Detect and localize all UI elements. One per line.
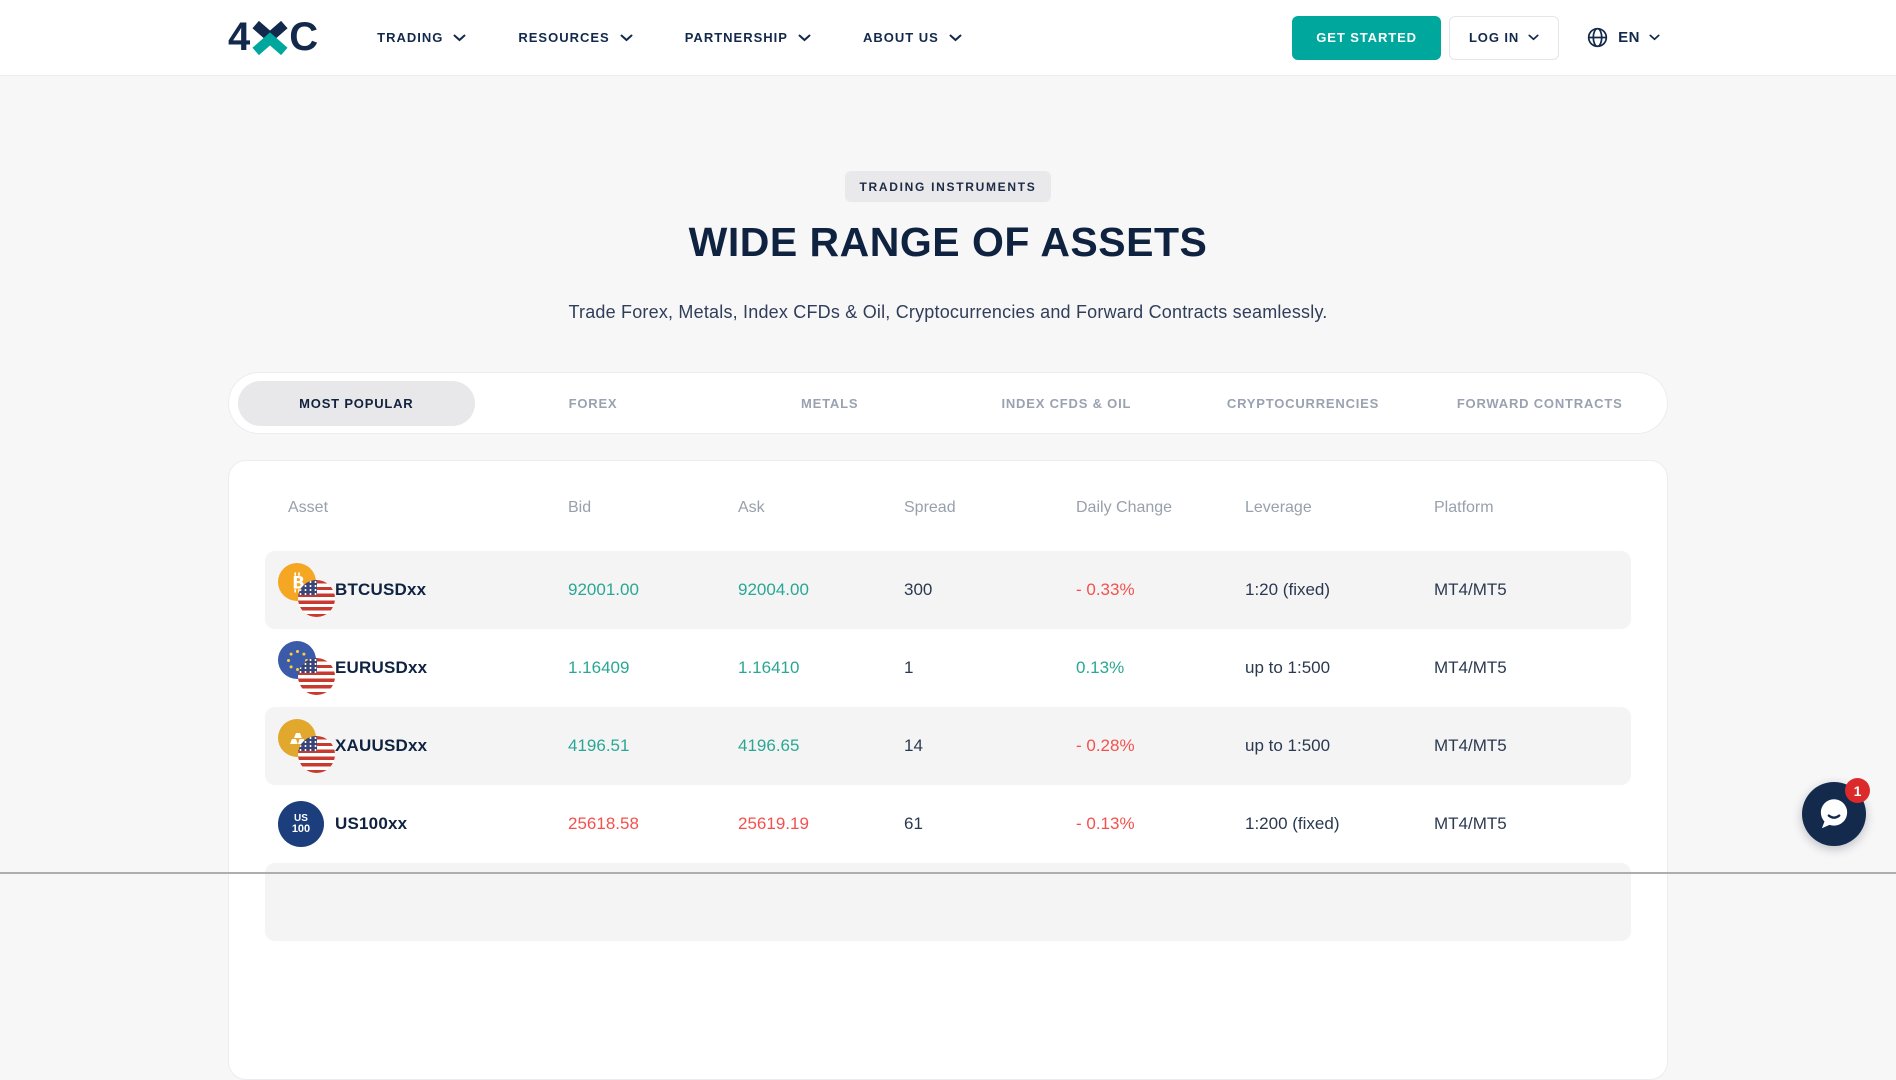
chevron-down-icon	[949, 34, 962, 42]
language-label: EN	[1618, 29, 1640, 46]
tab-index-cfds-oil[interactable]: INDEX CFDS & OIL	[1001, 395, 1132, 411]
platform-value: MT4/MT5	[1434, 814, 1507, 833]
nav-item-resources[interactable]: RESOURCES	[518, 30, 633, 45]
daily-change-value: 0.13%	[1076, 658, 1125, 677]
nav-item-trading[interactable]: TRADING	[377, 30, 466, 45]
logo-4xc[interactable]: 4 C	[228, 15, 318, 60]
tab-cryptocurrencies[interactable]: CRYPTOCURRENCIES	[1226, 395, 1380, 411]
us-flag-icon	[298, 658, 335, 695]
nav-item-about-us[interactable]: ABOUT US	[863, 30, 962, 45]
main-nav: TRADING RESOURCES PARTNERSHIP ABOUT US	[377, 30, 962, 45]
logo-x-icon	[252, 20, 288, 55]
leverage-value: 1:20 (fixed)	[1245, 580, 1331, 599]
daily-change-value: - 0.28%	[1076, 736, 1135, 755]
bottom-divider	[0, 872, 1896, 874]
asset-pair-icon: US 100	[278, 797, 335, 851]
header-actions: GET STARTED LOG IN EN	[1292, 15, 1660, 60]
asset-pair-icon	[278, 641, 335, 695]
asset-name: XAUUSDxx	[335, 736, 428, 755]
us-flag-icon	[298, 580, 335, 617]
nav-item-partnership[interactable]: PARTNERSHIP	[685, 30, 811, 45]
platform-value: MT4/MT5	[1434, 658, 1507, 677]
asset-pair-icon	[278, 719, 335, 773]
asset-pair-icon: B	[278, 563, 335, 617]
tab-forward-contracts[interactable]: FORWARD CONTRACTS	[1456, 395, 1623, 411]
chevron-down-icon	[1528, 34, 1539, 41]
ask-value: 25619.19	[738, 814, 809, 833]
chevron-down-icon	[798, 34, 811, 42]
bid-value: 25618.58	[568, 814, 639, 833]
table-row-eurusd: EURUSDxx 1.16409 1.16410 1 0.13% up to 1…	[265, 629, 1631, 707]
column-header-platform: Platform	[1434, 499, 1494, 516]
bid-value: 92001.00	[568, 580, 639, 599]
instruments-table-card: Asset Bid Ask Spread Daily Change Levera…	[228, 460, 1668, 1080]
table-row-btcusd: B BTCUSDxx 92001.00 92004.00 300 - 0.33%…	[265, 551, 1631, 629]
column-header-leverage: Leverage	[1245, 499, 1312, 516]
header: 4 C TRADING RESOURCES PARTNERSHIP ABOUT …	[0, 0, 1896, 75]
us100-icon: US 100	[278, 801, 324, 847]
table-row-xauusd: XAUUSDxx 4196.51 4196.65 14 - 0.28% up t…	[265, 707, 1631, 785]
daily-change-value: - 0.33%	[1076, 580, 1135, 599]
spread-value: 1	[904, 658, 914, 677]
tab-metals[interactable]: METALS	[801, 395, 859, 411]
table-header-row: Asset Bid Ask Spread Daily Change Levera…	[265, 461, 1631, 551]
spread-value: 14	[904, 736, 923, 755]
globe-icon	[1586, 26, 1609, 49]
leverage-value: 1:200 (fixed)	[1245, 814, 1340, 833]
login-button[interactable]: LOG IN	[1448, 15, 1560, 60]
ask-value: 1.16410	[738, 658, 800, 677]
chat-bubble-icon	[1814, 794, 1854, 834]
platform-value: MT4/MT5	[1434, 580, 1507, 599]
table-row-partial	[265, 863, 1631, 941]
logo-letter-c: C	[289, 15, 318, 59]
bid-value: 1.16409	[568, 658, 630, 677]
leverage-value: up to 1:500	[1245, 736, 1331, 755]
column-header-bid: Bid	[568, 499, 592, 516]
chevron-down-icon	[620, 34, 633, 42]
spread-value: 300	[904, 580, 933, 599]
chat-unread-badge: 1	[1845, 778, 1870, 803]
platform-value: MT4/MT5	[1434, 736, 1507, 755]
ask-value: 92004.00	[738, 580, 809, 599]
instrument-tabs: MOST POPULAR FOREX METALS INDEX CFDS & O…	[228, 372, 1668, 434]
us-flag-icon	[298, 736, 335, 773]
column-header-spread: Spread	[904, 499, 956, 516]
column-header-ask: Ask	[738, 499, 765, 516]
asset-name: EURUSDxx	[335, 658, 428, 677]
ask-value: 4196.65	[738, 736, 800, 755]
chevron-down-icon	[453, 34, 466, 42]
get-started-button[interactable]: GET STARTED	[1292, 15, 1441, 60]
table-row-us100: US 100 US100xx 25618.58 25619.19 61 - 0.1…	[265, 785, 1631, 863]
page-title: WIDE RANGE OF ASSETS	[688, 219, 1208, 265]
language-selector[interactable]: EN	[1586, 26, 1660, 49]
page-subtitle: Trade Forex, Metals, Index CFDs & Oil, C…	[568, 302, 1328, 322]
daily-change-value: - 0.13%	[1076, 814, 1135, 833]
section-badge: TRADING INSTRUMENTS	[844, 171, 1052, 202]
chat-widget[interactable]: 1	[1802, 778, 1870, 846]
tab-forex[interactable]: FOREX	[568, 395, 618, 411]
asset-name: US100xx	[335, 814, 408, 833]
leverage-value: up to 1:500	[1245, 658, 1331, 677]
trading-instruments-section: TRADING INSTRUMENTS WIDE RANGE OF ASSETS…	[0, 75, 1896, 1080]
logo-letter-4: 4	[228, 15, 250, 59]
column-header-asset: Asset	[288, 499, 329, 516]
column-header-daily-change: Daily Change	[1076, 499, 1173, 516]
asset-name: BTCUSDxx	[335, 580, 427, 599]
bid-value: 4196.51	[568, 736, 630, 755]
chevron-down-icon	[1649, 34, 1660, 41]
spread-value: 61	[904, 814, 923, 833]
tab-most-popular[interactable]: MOST POPULAR	[238, 380, 475, 426]
